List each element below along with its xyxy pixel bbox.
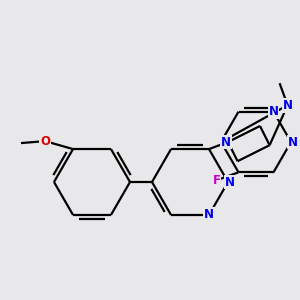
Text: F: F <box>212 174 220 187</box>
Text: N: N <box>268 105 278 118</box>
Text: N: N <box>283 99 292 112</box>
Text: N: N <box>225 176 235 188</box>
Text: N: N <box>288 136 298 148</box>
Text: N: N <box>221 136 231 148</box>
Text: N: N <box>204 208 214 221</box>
Text: O: O <box>40 135 50 148</box>
